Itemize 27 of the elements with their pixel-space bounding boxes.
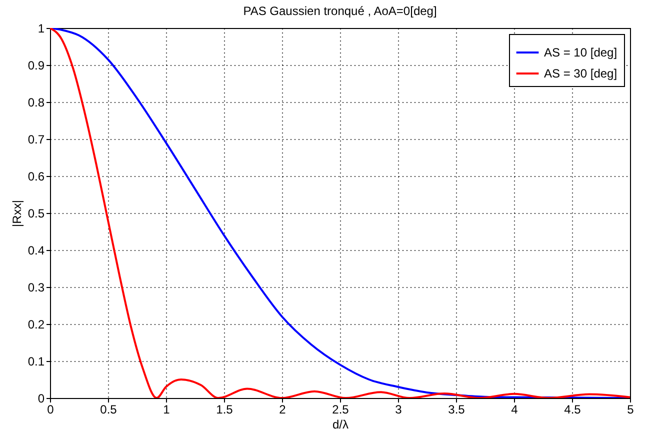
y-axis-title: |Rxx| — [10, 200, 24, 227]
y-tick-label: 1 — [38, 22, 45, 36]
legend-label: AS = 30 [deg] — [544, 66, 618, 80]
y-tick-label: 0.2 — [28, 318, 45, 332]
x-tick-label: 2.5 — [332, 402, 350, 416]
y-tick-label: 0.1 — [28, 354, 45, 368]
x-tick-label: 3.5 — [448, 402, 466, 416]
x-tick-label: 5 — [627, 402, 634, 416]
legend-label: AS = 10 [deg] — [544, 46, 618, 60]
y-tick-label: 0.7 — [28, 132, 45, 146]
x-tick-label: 2 — [279, 402, 286, 416]
x-tick-label: 1 — [163, 402, 170, 416]
x-axis-title: d/λ — [332, 418, 349, 432]
y-tick-label: 0.4 — [28, 244, 45, 258]
x-tick-label: 4 — [511, 402, 518, 416]
chart-title: PAS Gaussien tronqué , AoA=0[deg] — [243, 4, 437, 18]
y-tick-label: 0.3 — [28, 280, 45, 294]
y-tick-label: 0.9 — [28, 58, 45, 72]
x-tick-label: 4.5 — [564, 402, 582, 416]
y-tick-label: 0 — [38, 392, 45, 406]
y-tick-label: 0.8 — [28, 96, 45, 110]
x-tick-label: 1.5 — [216, 402, 234, 416]
x-tick-label: 0.5 — [100, 402, 118, 416]
x-tick-label: 3 — [395, 402, 402, 416]
x-tick-label: 0 — [47, 402, 54, 416]
y-tick-label: 0.5 — [28, 206, 45, 220]
y-tick-label: 0.6 — [28, 170, 45, 184]
